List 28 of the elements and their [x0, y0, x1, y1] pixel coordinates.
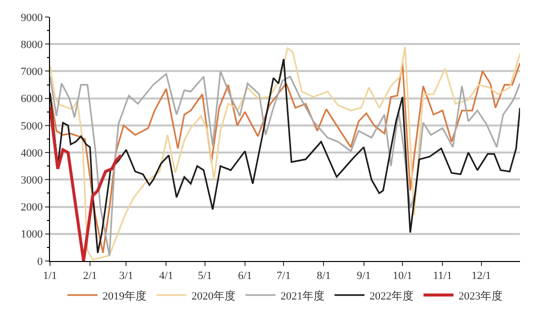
- legend-label: 2022年度: [370, 289, 414, 302]
- x-tick-label: 12/1: [471, 270, 492, 282]
- y-tick-label: 0: [37, 256, 44, 268]
- x-tick-label: 7/1: [276, 270, 291, 282]
- legend-label: 2019年度: [102, 289, 146, 302]
- y-tick-label: 8000: [20, 38, 44, 51]
- legend-label: 2020年度: [192, 289, 236, 302]
- y-tick-label: 5000: [20, 120, 44, 132]
- y-tick-label: 6000: [20, 93, 44, 106]
- x-tick-label: 5/1: [198, 270, 212, 282]
- y-tick-label: 7000: [20, 66, 44, 78]
- x-tick-label: 1/1: [42, 270, 58, 282]
- x-tick-label: 8/1: [316, 270, 331, 282]
- x-tick-label: 4/1: [159, 270, 174, 282]
- y-tick-label: 2000: [20, 202, 44, 214]
- x-tick-label: 11/1: [432, 270, 452, 282]
- x-tick-label: 2/1: [83, 270, 98, 282]
- line-series: [50, 104, 123, 261]
- x-tick-label: 10/1: [392, 270, 412, 282]
- x-tick-label: 3/1: [119, 270, 134, 282]
- x-tick-label: 6/1: [238, 270, 252, 282]
- x-tick-label: 9/1: [356, 270, 371, 282]
- legend-label: 2021年度: [280, 289, 324, 302]
- legend-label: 2023年度: [458, 289, 502, 302]
- y-tick-label: 3000: [20, 174, 44, 187]
- y-tick-label: 9000: [20, 12, 44, 24]
- y-tick-label: 1000: [20, 228, 44, 241]
- y-tick-label: 4000: [20, 147, 44, 160]
